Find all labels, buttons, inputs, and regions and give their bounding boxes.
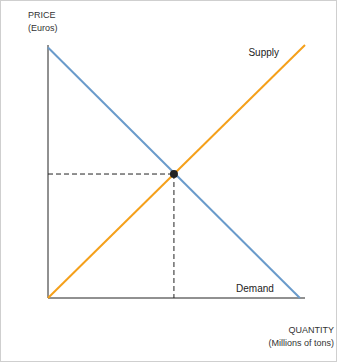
frame <box>1 1 337 362</box>
y-axis-label: (Euros) <box>28 23 58 33</box>
x-axis-label: (Millions of tons) <box>268 338 334 348</box>
chart-root: Supply Demand PRICE (Euros) QUANTITY (Million… <box>0 0 337 362</box>
series-label: Supply <box>248 47 279 58</box>
equilibrium-point <box>170 170 178 178</box>
plot-area <box>48 45 305 298</box>
x-axis <box>48 298 305 299</box>
y-axis-label: PRICE <box>28 10 56 20</box>
equilibrium-price-guide <box>48 174 174 175</box>
y-axis <box>48 45 49 298</box>
series-label: Demand <box>236 283 274 294</box>
x-axis-label: QUANTITY <box>288 325 334 335</box>
chart: Supply Demand PRICE (Euros) QUANTITY (Million… <box>0 0 337 362</box>
series-line <box>48 48 300 298</box>
series-line <box>48 45 305 298</box>
equilibrium-quantity-guide <box>173 174 174 298</box>
